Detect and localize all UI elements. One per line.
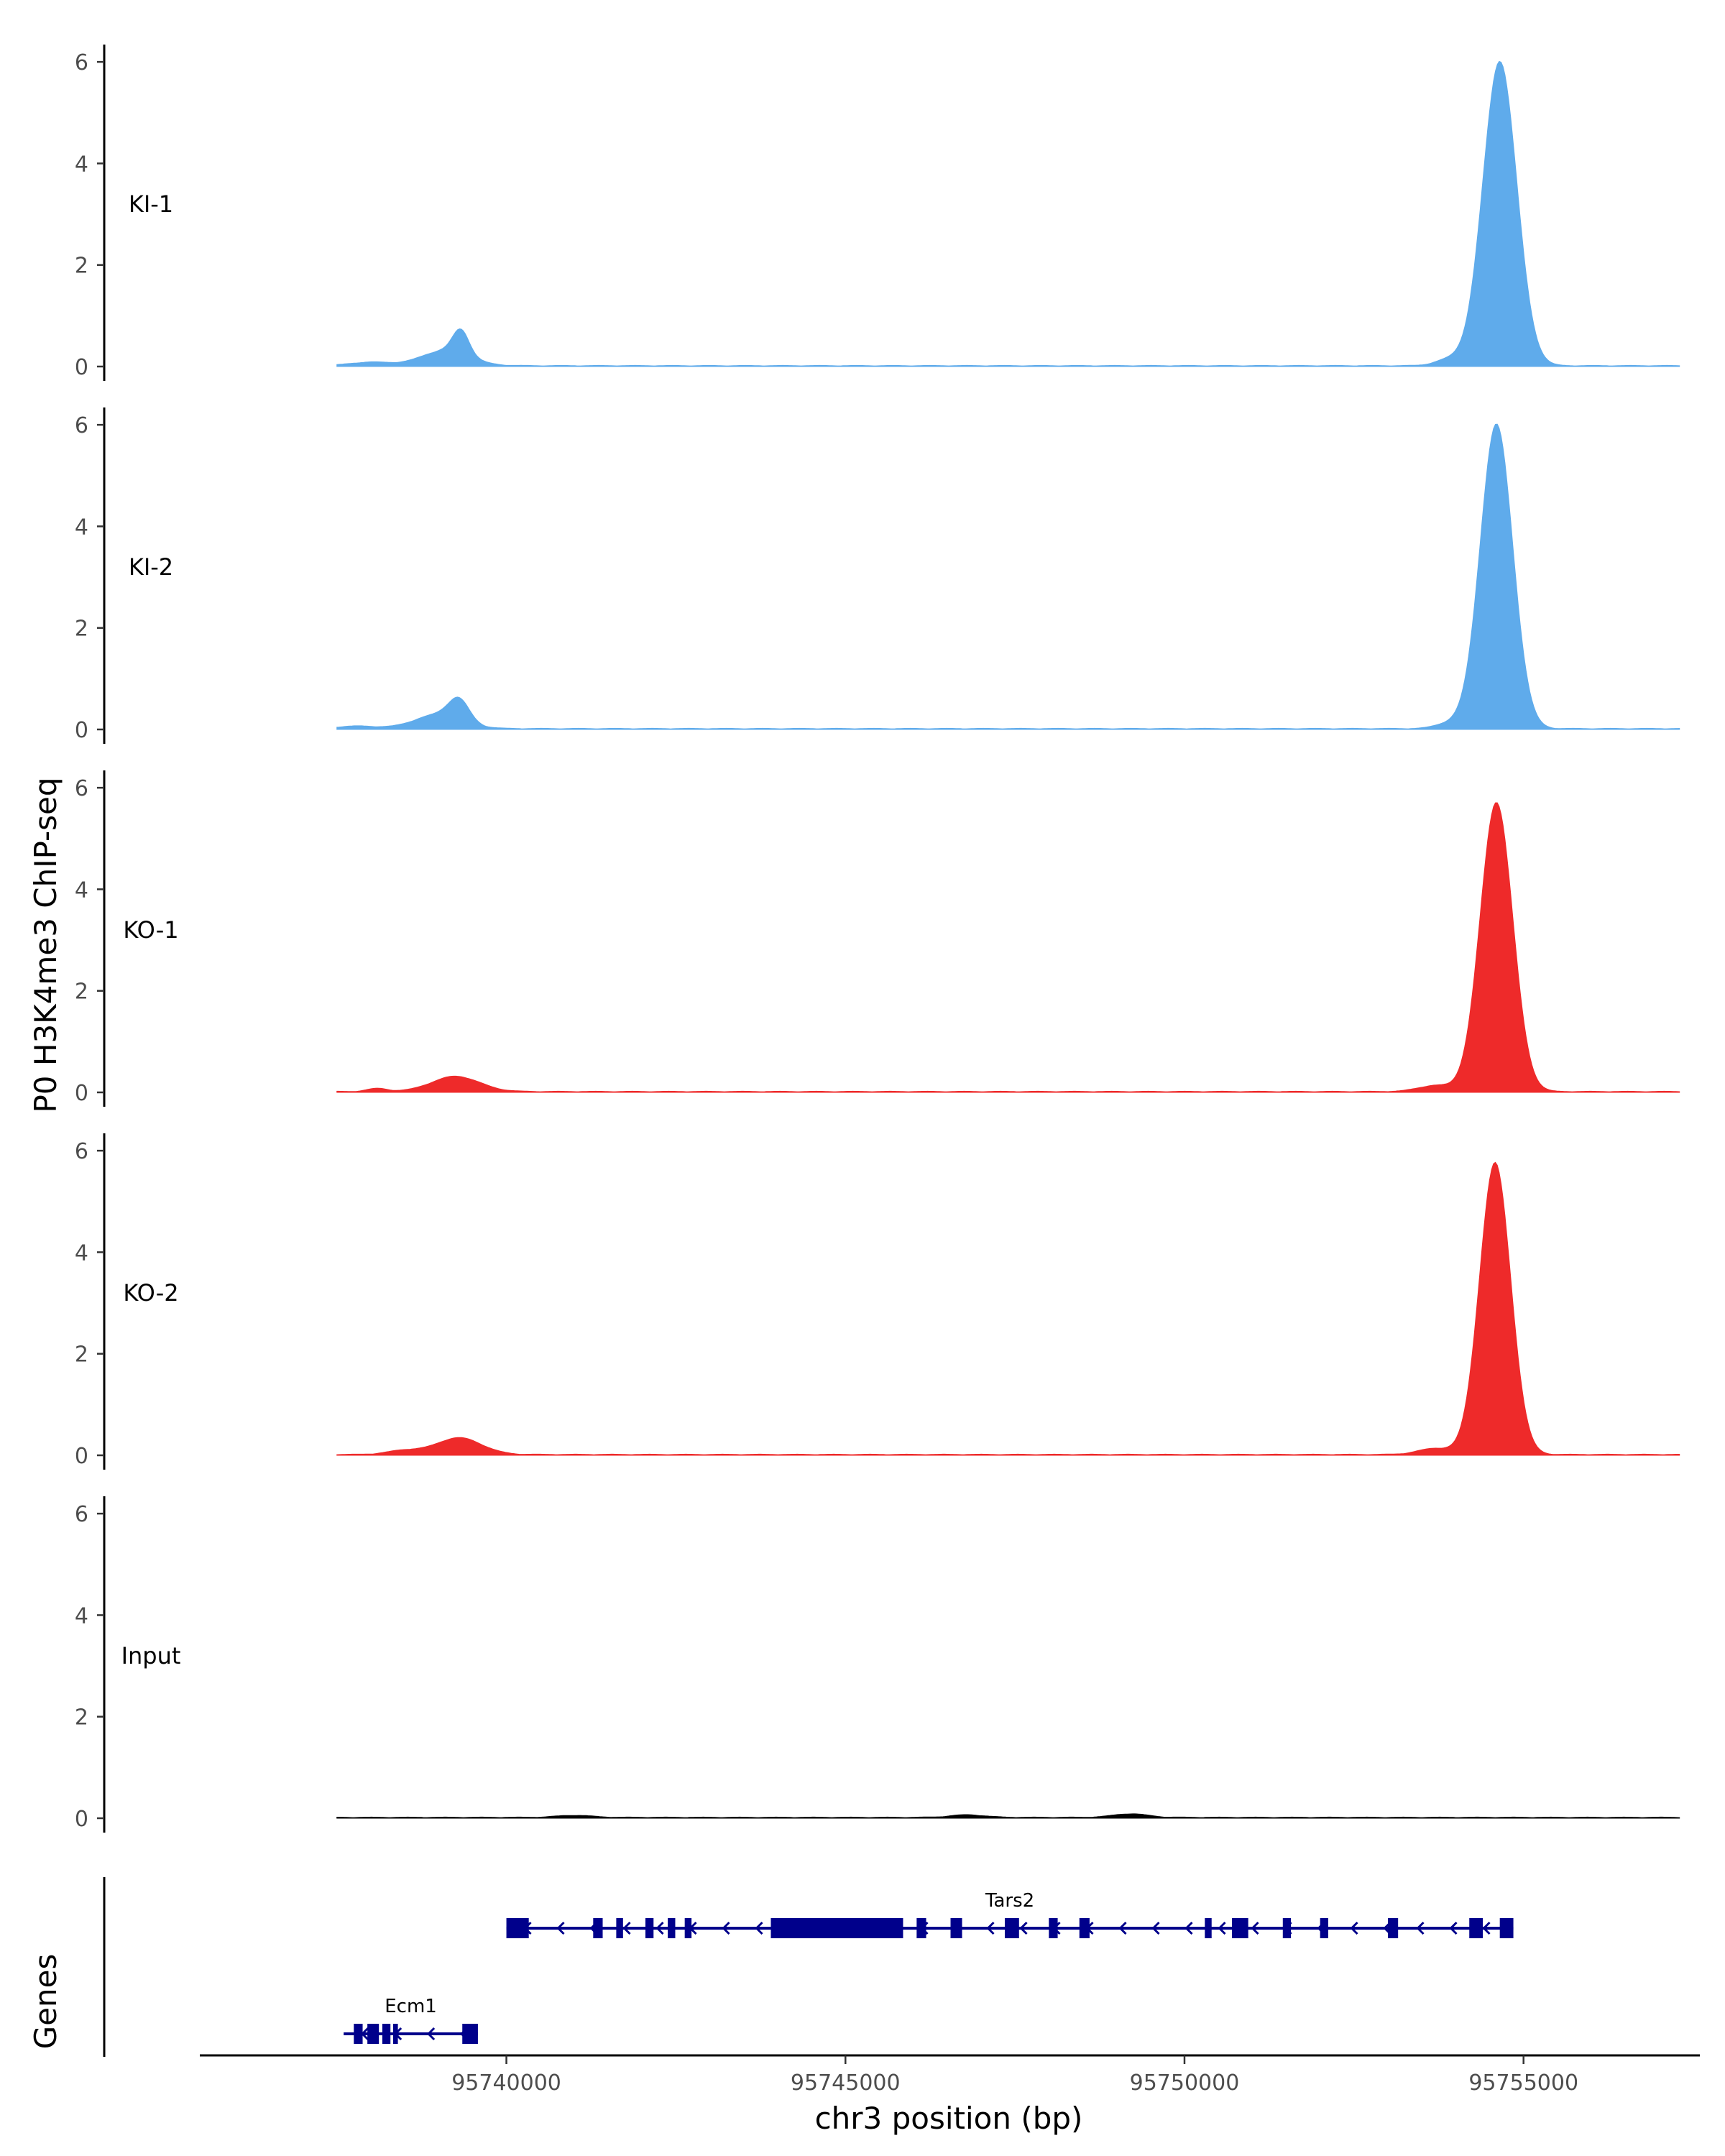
y-tick-label: 0	[75, 355, 88, 380]
signal-area	[336, 1813, 1680, 1819]
gene-ecm1: Ecm1	[344, 1996, 478, 2044]
strand-arrow-icon	[722, 1921, 730, 1935]
signal-area	[336, 802, 1680, 1093]
track-ki-2: 0 2 4 6 KI-2	[75, 407, 1680, 744]
x-tick-label: 95740000	[451, 2070, 561, 2096]
strand-arrow-icon	[656, 1921, 664, 1935]
gene-exon	[367, 2024, 380, 2044]
signal-area	[336, 1161, 1680, 1456]
y-tick-label: 0	[75, 1444, 88, 1469]
y-tick-label: 4	[75, 1240, 88, 1266]
strand-arrow-icon	[427, 2027, 436, 2041]
strand-arrow-icon	[1019, 1921, 1028, 1935]
y-axis-title: P0 H3K4me3 ChIP-seq	[28, 777, 63, 1112]
y-tick-label: 6	[75, 50, 88, 75]
gene-exon	[1049, 1918, 1058, 1938]
signal-tracks: 0 2 4 6 KI-1 0 2 4 6 KI-2 0 2 4 6 KO-1 0 2 4 6 KO-2 0 2 4 6 Inpu…	[75, 45, 1680, 1833]
track-name-label: Input	[121, 1642, 181, 1669]
y-tick-label: 6	[75, 1139, 88, 1164]
gene-name-label: Tars2	[985, 1890, 1034, 1912]
gene-exon	[916, 1918, 926, 1938]
gene-exon	[770, 1918, 903, 1938]
y-tick-label: 4	[75, 152, 88, 177]
track-name-label: KO-2	[123, 1279, 178, 1307]
y-tick-label: 0	[75, 1081, 88, 1106]
strand-arrow-icon	[1184, 1921, 1193, 1935]
gene-tars2: Tars2	[506, 1890, 1514, 1938]
gene-name-label: Ecm1	[385, 1996, 437, 2017]
gene-exon	[1282, 1918, 1292, 1938]
track-input: 0 2 4 6 Input	[75, 1496, 1680, 1833]
strand-arrow-icon	[755, 1921, 763, 1935]
gene-exon	[950, 1918, 962, 1938]
track-ko-1: 0 2 4 6 KO-1	[75, 770, 1680, 1107]
x-tick-label: 95745000	[791, 2070, 901, 2096]
gene-exon	[1499, 1918, 1514, 1938]
gene-exon	[1388, 1918, 1399, 1938]
strand-arrow-icon	[556, 1921, 565, 1935]
y-tick-label: 6	[75, 1502, 88, 1527]
strand-arrow-icon	[1416, 1921, 1425, 1935]
gene-exon	[645, 1918, 654, 1938]
strand-arrow-icon	[1251, 1921, 1259, 1935]
signal-area	[336, 60, 1680, 367]
gene-exon	[668, 1918, 676, 1938]
track-ko-2: 0 2 4 6 KO-2	[75, 1133, 1680, 1470]
y-tick-label: 2	[75, 1342, 88, 1368]
track-name-label: KI-2	[129, 553, 173, 581]
track-name-label: KO-1	[123, 916, 178, 944]
gene-exon	[1079, 1918, 1090, 1938]
y-tick-label: 4	[75, 1603, 88, 1628]
strand-arrow-icon	[1118, 1921, 1127, 1935]
strand-arrow-icon	[986, 1921, 995, 1935]
x-tick-label: 95750000	[1130, 2070, 1240, 2096]
gene-exon	[1205, 1918, 1212, 1938]
x-axis: 95740000 95745000 95750000 95755000	[200, 2054, 1700, 2096]
gene-track: Tars2 Ecm1	[103, 1877, 1514, 2057]
track-ki-1: 0 2 4 6 KI-1	[75, 45, 1680, 381]
y-tick-label: 6	[75, 413, 88, 438]
gene-exon	[506, 1918, 529, 1938]
y-tick-label: 4	[75, 515, 88, 540]
track-name-label: KI-1	[129, 190, 173, 218]
x-axis-title: chr3 position (bp)	[815, 2101, 1083, 2136]
y-tick-label: 2	[75, 617, 88, 642]
strand-arrow-icon	[622, 1921, 631, 1935]
y-tick-label: 2	[75, 980, 88, 1005]
gene-exon	[616, 1918, 623, 1938]
y-tick-label: 2	[75, 254, 88, 279]
gene-exon	[684, 1918, 692, 1938]
signal-area	[336, 423, 1680, 730]
y-tick-label: 2	[75, 1705, 88, 1731]
strand-arrow-icon	[1449, 1921, 1458, 1935]
y-tick-label: 6	[75, 776, 88, 801]
genes-track-title: Genes	[28, 1954, 63, 2050]
gene-exon	[593, 1918, 603, 1938]
strand-arrow-icon	[1218, 1921, 1226, 1935]
y-tick-label: 4	[75, 877, 88, 903]
gene-exon	[1469, 1918, 1484, 1938]
strand-arrow-icon	[1151, 1921, 1160, 1935]
gene-exon	[462, 2024, 478, 2044]
strand-arrow-icon	[1350, 1921, 1358, 1935]
y-tick-label: 0	[75, 1807, 88, 1832]
gene-exon	[392, 2024, 398, 2044]
gene-exon	[382, 2024, 391, 2044]
gene-exon	[1320, 1918, 1328, 1938]
gene-exon	[354, 2024, 363, 2044]
gene-exon	[1004, 1918, 1019, 1938]
strand-arrow-icon	[1482, 1921, 1491, 1935]
gene-exon	[1232, 1918, 1248, 1938]
y-tick-label: 0	[75, 718, 88, 743]
x-tick-label: 95755000	[1468, 2070, 1578, 2096]
